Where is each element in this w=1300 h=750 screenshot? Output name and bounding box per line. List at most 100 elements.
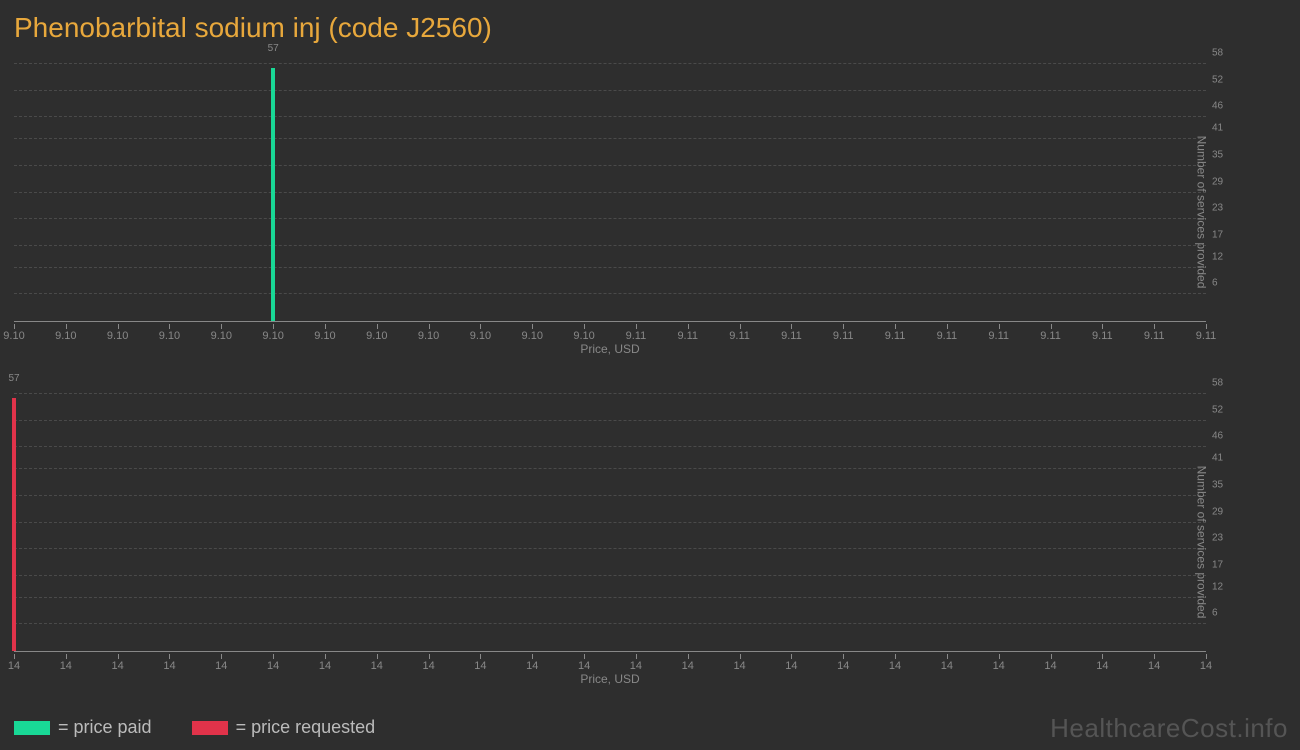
x-tick	[584, 654, 585, 659]
y-axis-title: Number of services provided	[1195, 466, 1209, 619]
plot-area: 612172329354146525857	[14, 394, 1206, 652]
gridline	[14, 575, 1206, 576]
x-tick	[688, 654, 689, 659]
y-tick-label: 46	[1212, 431, 1236, 442]
gridline	[14, 522, 1206, 523]
gridline	[14, 63, 1206, 64]
x-tick-label: 9.10	[366, 330, 387, 342]
legend-label: = price paid	[58, 717, 152, 738]
charts-container: 612172329354146525857 Price, USD 9.109.1…	[0, 52, 1300, 702]
x-tick	[1051, 324, 1052, 329]
x-tick-label: 9.11	[937, 330, 958, 342]
chart-panel-price-paid: 612172329354146525857 Price, USD 9.109.1…	[14, 52, 1286, 372]
x-tick	[636, 324, 637, 329]
x-tick-label: 14	[215, 660, 227, 672]
x-tick-label: 14	[733, 660, 745, 672]
x-axis: Price, USD 14141414141414141414141414141…	[14, 654, 1206, 684]
x-tick-label: 9.10	[262, 330, 283, 342]
x-tick-label: 9.11	[1144, 330, 1165, 342]
legend-item-price-paid: = price paid	[14, 717, 152, 738]
legend-swatch	[192, 721, 228, 735]
plot-area: 612172329354146525857	[14, 64, 1206, 322]
x-tick	[118, 324, 119, 329]
x-tick-label: 14	[1200, 660, 1212, 672]
x-tick	[532, 654, 533, 659]
y-tick-label: 17	[1212, 559, 1236, 570]
y-tick-label: 12	[1212, 251, 1236, 262]
gridline	[14, 245, 1206, 246]
legend-label: = price requested	[236, 717, 376, 738]
x-tick	[1154, 654, 1155, 659]
y-tick-label: 6	[1212, 278, 1236, 289]
x-tick-label: 9.11	[833, 330, 854, 342]
x-tick	[999, 324, 1000, 329]
x-tick-label: 9.11	[885, 330, 906, 342]
x-tick-label: 14	[8, 660, 20, 672]
x-tick-label: 9.10	[314, 330, 335, 342]
gridline	[14, 267, 1206, 268]
y-axis-title: Number of services provided	[1195, 136, 1209, 289]
x-tick-label: 9.11	[626, 330, 647, 342]
x-tick	[947, 324, 948, 329]
y-tick-label: 41	[1212, 123, 1236, 134]
x-tick	[791, 324, 792, 329]
legend-item-price-requested: = price requested	[192, 717, 376, 738]
gridline	[14, 218, 1206, 219]
x-tick	[895, 654, 896, 659]
x-tick-label: 9.10	[573, 330, 594, 342]
y-tick-label: 23	[1212, 533, 1236, 544]
page-title: Phenobarbital sodium inj (code J2560)	[0, 0, 1300, 52]
y-tick-label: 58	[1212, 48, 1236, 59]
x-tick-label: 14	[941, 660, 953, 672]
bar	[12, 398, 16, 651]
gridline	[14, 495, 1206, 496]
gridline	[14, 90, 1206, 91]
x-tick	[377, 654, 378, 659]
x-tick-label: 14	[993, 660, 1005, 672]
x-tick-label: 14	[474, 660, 486, 672]
y-tick-label: 29	[1212, 176, 1236, 187]
gridline	[14, 468, 1206, 469]
x-tick	[843, 324, 844, 329]
y-tick-label: 52	[1212, 74, 1236, 85]
y-tick-label: 12	[1212, 581, 1236, 592]
x-tick	[325, 654, 326, 659]
x-tick-label: 9.11	[1196, 330, 1217, 342]
y-tick-label: 17	[1212, 229, 1236, 240]
x-tick-label: 9.11	[781, 330, 802, 342]
x-tick-label: 9.10	[3, 330, 24, 342]
x-tick	[1154, 324, 1155, 329]
x-tick	[429, 324, 430, 329]
x-tick	[1206, 324, 1207, 329]
x-tick-label: 14	[60, 660, 72, 672]
x-tick-label: 9.11	[988, 330, 1009, 342]
y-tick-label: 52	[1212, 404, 1236, 415]
x-tick	[480, 654, 481, 659]
y-tick-label: 58	[1212, 378, 1236, 389]
x-tick	[740, 654, 741, 659]
y-tick-label: 6	[1212, 608, 1236, 619]
x-tick	[14, 324, 15, 329]
gridline	[14, 446, 1206, 447]
x-tick	[118, 654, 119, 659]
x-tick-label: 14	[682, 660, 694, 672]
x-tick-label: 14	[526, 660, 538, 672]
chart-panel-price-requested: 612172329354146525857 Price, USD 1414141…	[14, 382, 1286, 702]
x-tick-label: 9.10	[470, 330, 491, 342]
x-tick-label: 14	[422, 660, 434, 672]
x-tick	[1051, 654, 1052, 659]
x-tick-label: 14	[163, 660, 175, 672]
gridline	[14, 192, 1206, 193]
bar-value-label: 57	[8, 373, 19, 384]
x-tick-label: 14	[1096, 660, 1108, 672]
y-tick-label: 23	[1212, 203, 1236, 214]
x-tick	[688, 324, 689, 329]
x-tick-label: 9.10	[522, 330, 543, 342]
x-tick	[480, 324, 481, 329]
y-tick-label: 46	[1212, 101, 1236, 112]
x-tick	[273, 324, 274, 329]
x-tick	[66, 654, 67, 659]
x-tick	[1206, 654, 1207, 659]
x-tick-label: 14	[267, 660, 279, 672]
y-tick-label: 35	[1212, 149, 1236, 160]
